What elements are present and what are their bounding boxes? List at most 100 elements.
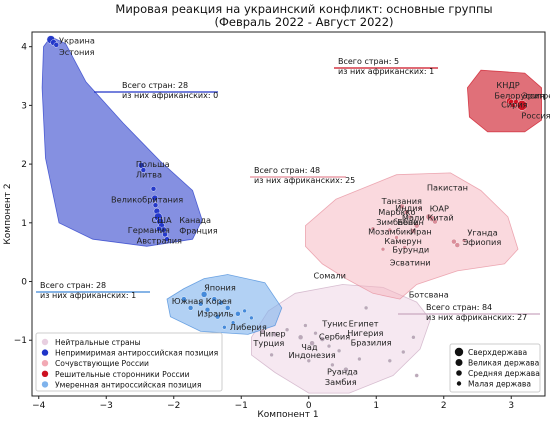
country-label: Эсватини	[390, 258, 431, 268]
point-strong_anti	[138, 162, 145, 169]
y-tick-label: 3	[21, 101, 27, 111]
country-label: Мозамбик	[368, 227, 411, 237]
point-moderate_anti	[211, 296, 218, 302]
point-neutral	[343, 366, 349, 373]
y-tick-label: 2	[21, 160, 27, 170]
country-label: Бурунди	[392, 245, 429, 255]
country-label: ЮАР	[430, 204, 449, 214]
country-label: Иран	[410, 227, 432, 237]
hull-strong_anti	[41, 36, 203, 247]
country-label: Уганда	[467, 228, 497, 238]
point-neutral	[414, 373, 419, 378]
size-legend-marker	[456, 370, 462, 376]
country-label: США	[152, 215, 172, 225]
hull-sympathetic	[305, 172, 519, 300]
point-moderate_anti	[200, 291, 208, 298]
note-african-sympathetic: из них африканских: 25	[254, 176, 355, 185]
point-neutral	[330, 362, 335, 368]
point-moderate_anti	[230, 320, 236, 325]
point-sympathetic	[387, 227, 392, 233]
point-sympathetic	[451, 238, 457, 245]
country-label: Зимбабве	[376, 217, 418, 227]
country-label: Камерун	[384, 236, 421, 246]
size-legend-marker	[454, 347, 464, 357]
legend-label-pro_russia: Решительные сторонники России	[55, 370, 190, 379]
point-neutral	[303, 323, 308, 328]
point-neutral	[260, 328, 266, 335]
country-label: Великобритания	[111, 194, 183, 204]
country-label: Танзания	[381, 196, 422, 206]
point-neutral	[297, 334, 304, 340]
point-moderate_anti	[249, 315, 254, 321]
note-african-strong_anti: из них африканских: 0	[122, 91, 218, 100]
point-neutral	[401, 349, 406, 355]
country-label: Чад	[301, 342, 318, 352]
country-label: Индонезия	[289, 350, 336, 360]
point-moderate_anti	[224, 305, 231, 311]
point-sympathetic	[407, 214, 413, 220]
legend-marker-sympathetic	[41, 360, 49, 367]
country-label: Россия	[521, 110, 550, 120]
country-label: Украина	[59, 36, 95, 46]
country-label: Либерия	[230, 322, 267, 332]
country-label: Бразилия	[351, 338, 392, 348]
country-label: Замбия	[325, 377, 357, 387]
country-label: КНДР	[496, 80, 519, 90]
point-sympathetic	[417, 205, 423, 211]
country-label: Канада	[179, 215, 211, 225]
size-legend-box	[449, 343, 541, 393]
country-label: Германия	[128, 225, 170, 235]
point-neutral	[387, 358, 392, 363]
point-strong_anti	[53, 42, 59, 48]
point-neutral	[272, 331, 278, 338]
y-tick-label: 0	[21, 278, 27, 288]
plot-frame	[31, 31, 546, 397]
data-points	[46, 35, 528, 378]
point-moderate_anti	[235, 311, 241, 317]
y-tick-label: 1	[21, 219, 27, 229]
axis-ticks: −4 −3 −2 −1 0 1 2 3 −1 0 1 2 3 4	[14, 43, 514, 411]
country-label: Австралия	[137, 235, 182, 245]
country-label: Франция	[179, 225, 218, 235]
country-label: Пакистан	[427, 183, 468, 193]
country-label: Нигер	[260, 329, 286, 339]
point-neutral	[319, 336, 325, 342]
country-label: Нигерия	[347, 328, 383, 338]
x-tick-label: −4	[32, 401, 46, 411]
x-tick-label: −3	[100, 401, 113, 411]
note-total-moderate_anti: Всего стран: 28	[40, 281, 106, 290]
country-label: Израиль	[197, 309, 233, 319]
group-legend-box	[35, 332, 223, 392]
legend-marker-pro_russia	[41, 370, 49, 377]
legend-label-neutral: Нейтральные страны	[55, 338, 141, 347]
note-total-strong_anti: Всего стран: 28	[122, 81, 188, 90]
country-label: Япония	[204, 282, 236, 292]
x-tick-label: −2	[167, 401, 180, 411]
point-sympathetic	[403, 209, 410, 215]
point-sympathetic	[432, 218, 438, 225]
size-legend-marker	[455, 359, 463, 366]
y-tick-label: 4	[21, 43, 27, 53]
x-tick-label: 1	[373, 401, 379, 411]
point-sympathetic	[399, 203, 405, 210]
point-moderate_anti	[218, 300, 224, 306]
note-total-neutral: Всего стран: 84	[426, 303, 492, 312]
country-label: Сомали	[314, 271, 346, 281]
point-strong_anti	[140, 167, 147, 173]
legend-label-moderate_anti: Умеренная антироссийская позиция	[55, 380, 201, 389]
country-label: Бенин	[397, 217, 424, 227]
country-label: Эфиопия	[463, 237, 502, 247]
point-neutral	[336, 348, 342, 353]
x-tick-label: −1	[235, 401, 248, 411]
point-moderate_anti	[197, 301, 204, 307]
point-strong_anti	[162, 231, 168, 238]
point-moderate_anti	[204, 307, 211, 313]
point-neutral	[309, 340, 315, 346]
legend-label-strong_anti: Непримиримая антироссийская позиция	[55, 349, 218, 358]
country-label: Польша	[136, 159, 170, 169]
point-pro_russia	[516, 100, 528, 111]
legend-marker-strong_anti	[41, 349, 49, 356]
